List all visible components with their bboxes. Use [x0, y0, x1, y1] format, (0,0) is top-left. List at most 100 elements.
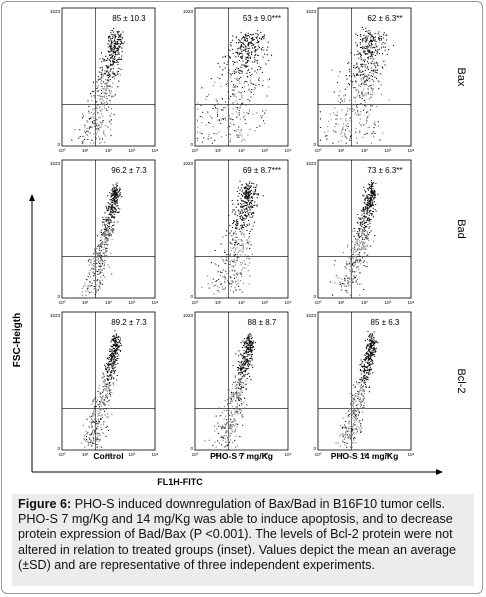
- x-tick: 10⁰: [59, 452, 66, 457]
- x-tick: 10⁴: [408, 452, 415, 457]
- x-tick: 10⁰: [315, 300, 322, 305]
- event-cloud: [71, 28, 125, 144]
- plot-frame: [194, 7, 289, 147]
- caption-label: Figure 6:: [18, 497, 72, 511]
- x-tick: 10⁴: [285, 300, 292, 305]
- plot-frame: [317, 159, 412, 299]
- x-tick: 10¹: [338, 148, 345, 153]
- x-tick: 10³: [128, 148, 135, 153]
- panel-value: 69 ± 8.7***: [243, 166, 281, 175]
- event-core: [204, 376, 247, 448]
- x-tick: 10¹: [82, 452, 89, 457]
- x-tick: 10³: [128, 452, 135, 457]
- x-tick: 10¹: [338, 300, 345, 305]
- x-tick: 10¹: [215, 452, 222, 457]
- x-tick: 10⁰: [315, 452, 322, 457]
- x-tick: 10²: [238, 300, 245, 305]
- x-tick: 10¹: [338, 452, 345, 457]
- y-top-tick: 1023: [50, 9, 61, 14]
- y-bottom-tick: 0: [57, 142, 60, 147]
- event-cloud: [196, 29, 273, 144]
- column-label: PHO-S 7 mg/Kg: [210, 451, 273, 461]
- x-tick: 10³: [384, 300, 391, 305]
- y-top-tick: 1023: [306, 161, 317, 166]
- y-bottom-tick: 0: [190, 446, 193, 451]
- event-core: [81, 376, 114, 448]
- y-top-tick: 1023: [306, 313, 317, 318]
- event-cloud: [319, 26, 395, 144]
- event-cloud: [85, 330, 123, 448]
- plot-frame: [194, 311, 289, 451]
- y-bottom-tick: 0: [313, 294, 316, 299]
- panel-value: 73 ± 6.3**: [367, 166, 402, 175]
- x-tick: 10⁴: [152, 300, 159, 305]
- x-tick: 10⁰: [59, 300, 66, 305]
- event-core: [333, 227, 375, 296]
- panel-value: 53 ± 9.0***: [243, 14, 281, 23]
- x-tick: 10²: [361, 148, 368, 153]
- y-top-tick: 1023: [183, 313, 194, 318]
- x-tick: 10⁰: [59, 148, 66, 153]
- plot-frame: [61, 159, 156, 299]
- x-tick: 10²: [105, 452, 112, 457]
- x-tick: 10⁰: [192, 300, 199, 305]
- x-tick: 10²: [361, 300, 368, 305]
- x-tick: 10⁴: [408, 148, 415, 153]
- y-bottom-tick: 0: [190, 294, 193, 299]
- event-cloud: [208, 180, 264, 293]
- y-bottom-tick: 0: [57, 446, 60, 451]
- event-core: [335, 376, 366, 448]
- x-axis-label: FL1H-FITC: [157, 477, 203, 487]
- event-core: [81, 221, 113, 296]
- x-tick: 10⁴: [408, 300, 415, 305]
- x-tick: 10³: [261, 452, 268, 457]
- x-tick: 10⁴: [152, 148, 159, 153]
- x-tick: 10²: [361, 452, 368, 457]
- event-core: [74, 69, 121, 144]
- event-core: [196, 71, 270, 143]
- event-cloud: [85, 182, 123, 296]
- y-top-tick: 1023: [50, 161, 61, 166]
- y-top-tick: 1023: [183, 161, 194, 166]
- x-tick: 10³: [261, 300, 268, 305]
- row-label: Bax: [455, 68, 467, 87]
- row-label: Bcl-2: [455, 368, 467, 393]
- x-tick: 10³: [384, 452, 391, 457]
- panel-value: 85 ± 10.3: [112, 14, 146, 23]
- row-label: Bad: [455, 219, 467, 239]
- x-tick: 10⁰: [192, 452, 199, 457]
- x-tick: 10¹: [215, 300, 222, 305]
- column-label: PHO-S 14 mg/Kg: [331, 451, 399, 461]
- y-bottom-tick: 0: [313, 446, 316, 451]
- y-top-tick: 1023: [50, 313, 61, 318]
- event-core: [201, 226, 253, 295]
- y-bottom-tick: 0: [313, 142, 316, 147]
- x-tick: 10³: [128, 300, 135, 305]
- y-bottom-tick: 0: [57, 294, 60, 299]
- x-tick: 10³: [384, 148, 391, 153]
- x-tick: 10⁴: [285, 148, 292, 153]
- x-tick: 10²: [238, 148, 245, 153]
- x-tick: 10⁴: [152, 452, 159, 457]
- panel-value: 62 ± 6.3**: [367, 14, 402, 23]
- x-tick: 10²: [105, 300, 112, 305]
- x-tick: 10¹: [215, 148, 222, 153]
- x-tick: 10²: [105, 148, 112, 153]
- event-core: [324, 69, 390, 144]
- column-label: Control: [93, 451, 123, 461]
- plot-frame: [61, 311, 156, 451]
- x-tick: 10³: [261, 148, 268, 153]
- y-bottom-tick: 0: [190, 142, 193, 147]
- panel-value: 85 ± 6.3: [371, 318, 400, 327]
- event-cloud: [341, 330, 379, 448]
- panel-value: 89.2 ± 7.3: [111, 318, 147, 327]
- event-cloud: [212, 333, 256, 447]
- panel-value: 96.2 ± 7.3: [111, 166, 147, 175]
- x-tick: 10¹: [82, 148, 89, 153]
- y-axis-label: FSC-Heigth: [12, 313, 23, 367]
- y-top-tick: 1023: [306, 9, 317, 14]
- x-tick: 10²: [238, 452, 245, 457]
- x-tick: 10⁰: [192, 148, 199, 153]
